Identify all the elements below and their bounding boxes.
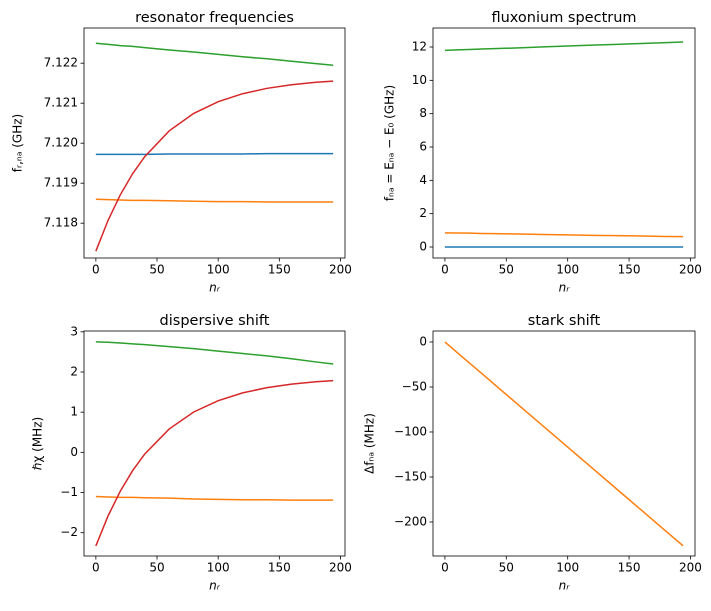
y-tick-label: 7.121: [44, 96, 78, 110]
x-tick-label: 150: [268, 561, 291, 575]
y-tick-label: 7.118: [44, 216, 78, 230]
data-line: [95, 341, 334, 365]
data-line: [95, 495, 334, 501]
y-axis-label: Δfₙₐ (MHz): [363, 413, 377, 474]
x-axis-label: nᵣ: [209, 281, 221, 295]
y-tick-label: 0: [70, 445, 78, 459]
chart-title: dispersive shift: [160, 313, 270, 329]
data-line: [95, 152, 334, 156]
x-tick-label: 150: [268, 263, 291, 277]
x-tick-label: 100: [556, 561, 579, 575]
y-tick-label: −100: [394, 424, 427, 438]
axes-frame: [432, 330, 696, 557]
data-line: [444, 232, 684, 238]
axes-frame: [432, 27, 696, 259]
x-tick-label: 100: [556, 263, 579, 277]
data-line: [444, 341, 684, 547]
x-tick-label: 50: [499, 561, 514, 575]
x-tick-label: 0: [441, 263, 449, 277]
x-axis-label: nᵣ: [559, 281, 571, 295]
y-tick-label: 3: [70, 324, 78, 338]
y-axis-label: fₙₐ = Eₙₐ − E₀ (GHz): [383, 85, 397, 201]
y-tick-label: −200: [394, 514, 427, 528]
chart-title: fluxonium spectrum: [491, 10, 636, 26]
y-tick-label: −2: [60, 525, 78, 539]
x-tick-label: 50: [149, 263, 164, 277]
x-tick-label: 200: [329, 263, 352, 277]
y-tick-label: 12: [412, 40, 427, 54]
x-tick-label: 0: [92, 561, 100, 575]
data-line: [95, 80, 334, 252]
x-tick-label: 150: [618, 561, 641, 575]
y-tick-label: 7.119: [44, 176, 78, 190]
y-axis-label: fᵣ,ₙₐ (GHz): [11, 114, 25, 172]
y-tick-label: 8: [419, 106, 427, 120]
axes-frame: [83, 330, 346, 557]
y-tick-label: −1: [60, 485, 78, 499]
y-tick-label: −50: [402, 379, 427, 393]
x-tick-label: 200: [679, 561, 702, 575]
x-tick-label: 50: [499, 263, 514, 277]
y-axis-label: ℏχ (MHz): [31, 417, 45, 470]
y-tick-label: 0: [419, 334, 427, 348]
x-tick-label: 0: [92, 263, 100, 277]
axes-frame: [83, 27, 346, 259]
x-tick-label: 0: [441, 561, 449, 575]
x-tick-label: 100: [207, 561, 230, 575]
data-line: [95, 42, 334, 66]
x-tick-label: 200: [329, 561, 352, 575]
y-tick-label: 0: [419, 240, 427, 254]
x-tick-label: 150: [618, 263, 641, 277]
x-axis-label: nᵣ: [209, 579, 221, 593]
data-line: [95, 198, 334, 203]
chart-title: stark shift: [528, 313, 601, 329]
data-line: [444, 41, 684, 52]
y-tick-label: −150: [394, 469, 427, 483]
x-tick-label: 50: [149, 561, 164, 575]
x-tick-label: 100: [207, 263, 230, 277]
x-axis-label: nᵣ: [559, 579, 571, 593]
y-tick-label: 7.120: [44, 136, 78, 150]
y-tick-label: 7.122: [44, 56, 78, 70]
y-tick-label: 6: [419, 140, 427, 154]
y-tick-label: 4: [419, 173, 427, 187]
y-tick-label: 1: [70, 405, 78, 419]
x-tick-label: 200: [679, 263, 702, 277]
data-line: [95, 379, 334, 547]
chart-title: resonator frequencies: [135, 10, 294, 26]
y-tick-label: 10: [412, 73, 427, 87]
y-tick-label: 2: [70, 364, 78, 378]
y-tick-label: 2: [419, 206, 427, 220]
